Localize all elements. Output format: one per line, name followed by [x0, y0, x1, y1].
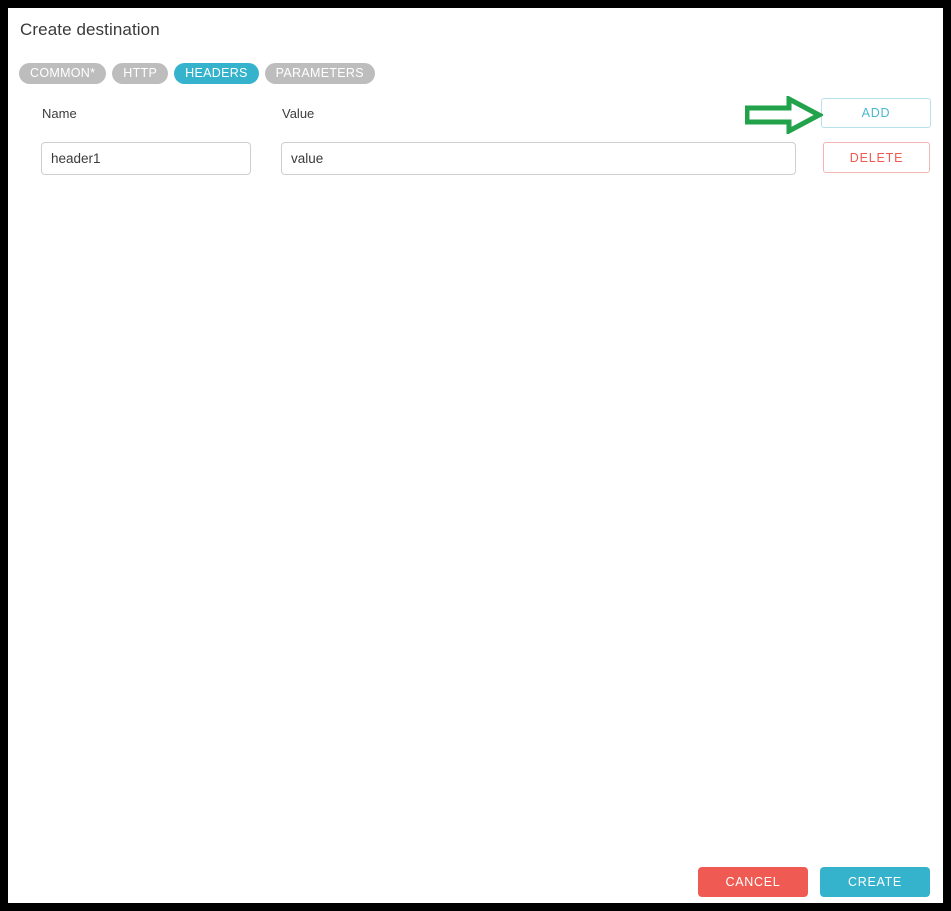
header-value-input[interactable]: [281, 142, 796, 175]
cancel-button[interactable]: CANCEL: [698, 867, 808, 897]
footer-actions: CANCEL CREATE: [698, 867, 930, 897]
add-button[interactable]: ADD: [821, 98, 931, 128]
arrow-right-icon: [745, 96, 823, 134]
create-destination-dialog: Create destination COMMON* HTTP HEADERS …: [8, 8, 943, 903]
column-header-name: Name: [42, 106, 77, 121]
create-button[interactable]: CREATE: [820, 867, 930, 897]
page-title: Create destination: [20, 20, 160, 39]
header-name-input[interactable]: [41, 142, 251, 175]
tab-http[interactable]: HTTP: [112, 63, 169, 84]
delete-row-button[interactable]: DELETE: [823, 142, 930, 173]
tab-bar: COMMON* HTTP HEADERS PARAMETERS: [19, 63, 375, 84]
tab-headers[interactable]: HEADERS: [174, 63, 259, 84]
tab-common[interactable]: COMMON*: [19, 63, 107, 84]
column-header-value: Value: [282, 106, 315, 121]
tab-parameters[interactable]: PARAMETERS: [264, 63, 375, 84]
